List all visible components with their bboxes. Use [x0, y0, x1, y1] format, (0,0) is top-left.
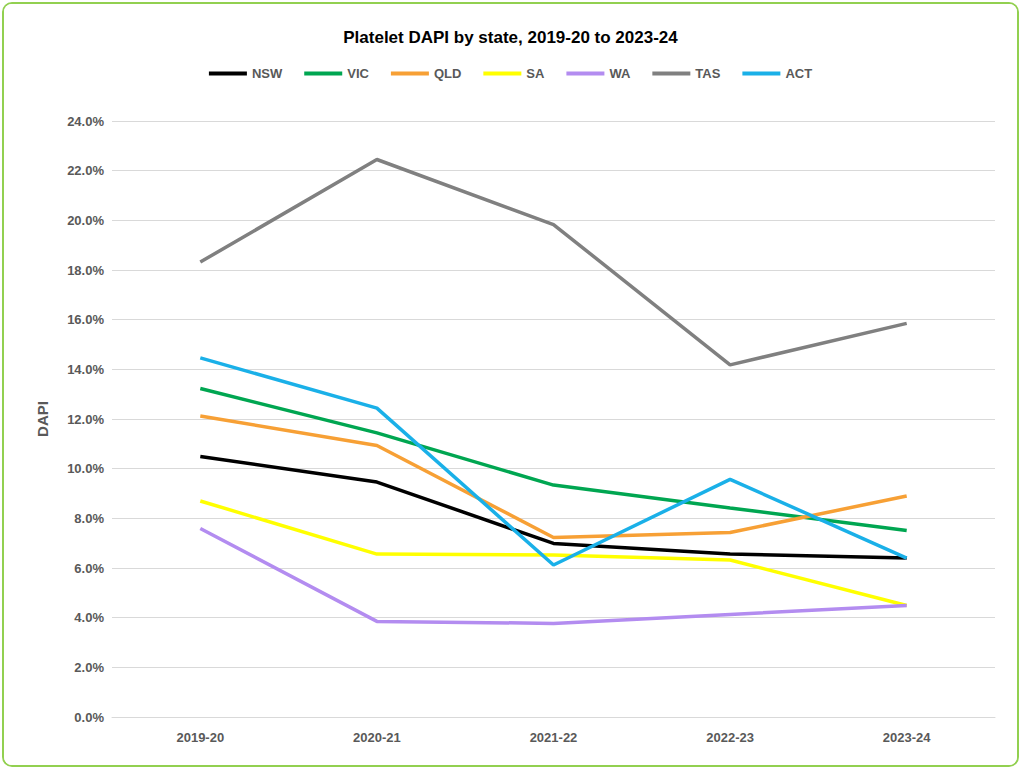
svg-text:2022-23: 2022-23 [706, 730, 754, 745]
svg-text:QLD: QLD [434, 66, 461, 81]
svg-text:2023-24: 2023-24 [883, 730, 931, 745]
svg-text:VIC: VIC [347, 66, 369, 81]
svg-text:2020-21: 2020-21 [353, 730, 401, 745]
svg-text:20.0%: 20.0% [67, 213, 104, 228]
svg-text:NSW: NSW [252, 66, 283, 81]
svg-text:DAPI: DAPI [34, 401, 51, 437]
svg-text:WA: WA [609, 66, 631, 81]
svg-text:24.0%: 24.0% [67, 114, 104, 129]
svg-text:ACT: ACT [785, 66, 812, 81]
svg-text:0.0%: 0.0% [74, 710, 104, 725]
svg-text:2019-20: 2019-20 [176, 730, 224, 745]
svg-text:16.0%: 16.0% [67, 312, 104, 327]
svg-text:4.0%: 4.0% [74, 610, 104, 625]
svg-text:SA: SA [526, 66, 545, 81]
svg-text:Platelet DAPI by state, 2019-2: Platelet DAPI by state, 2019-20 to 2023-… [343, 28, 678, 47]
svg-text:10.0%: 10.0% [67, 461, 104, 476]
svg-text:14.0%: 14.0% [67, 362, 104, 377]
svg-text:TAS: TAS [695, 66, 720, 81]
svg-text:8.0%: 8.0% [74, 511, 104, 526]
svg-text:2021-22: 2021-22 [530, 730, 578, 745]
svg-text:18.0%: 18.0% [67, 263, 104, 278]
svg-text:6.0%: 6.0% [74, 561, 104, 576]
svg-text:2.0%: 2.0% [74, 660, 104, 675]
svg-text:12.0%: 12.0% [67, 412, 104, 427]
svg-text:22.0%: 22.0% [67, 163, 104, 178]
